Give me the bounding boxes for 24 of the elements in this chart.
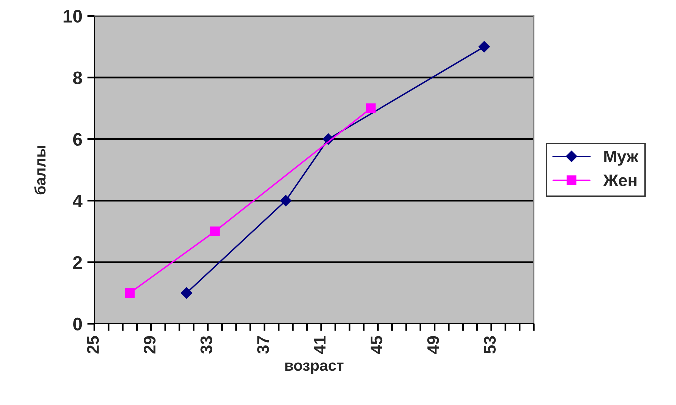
point [125,288,135,298]
x-tick-label: 25 [87,336,100,354]
y-tick-label: 6 [73,133,82,146]
point [478,41,490,53]
y-tick-label: 0 [74,318,82,331]
legend-label: Жен [603,174,637,187]
y-tick-label: 8 [73,72,82,84]
x-tick-label: 45 [370,336,383,354]
x-tick-label: 49 [427,336,440,354]
y-tick-label: 10 [64,10,82,23]
x-tick-label: 53 [484,336,496,354]
point [366,104,376,114]
x-tick-label: 37 [257,336,270,354]
y-tick-label: 4 [73,195,83,208]
x-tick-label: 41 [314,336,326,354]
x-axis-title: возраст [286,362,344,374]
x-tick-label: 33 [200,336,213,354]
x-tick-label: 29 [144,336,156,354]
point [210,226,220,237]
y-axis-title: баллы [34,146,46,195]
point [181,288,192,299]
point [280,195,292,206]
y-tick-label: 2 [73,256,82,269]
legend-label: Муж [604,151,639,166]
